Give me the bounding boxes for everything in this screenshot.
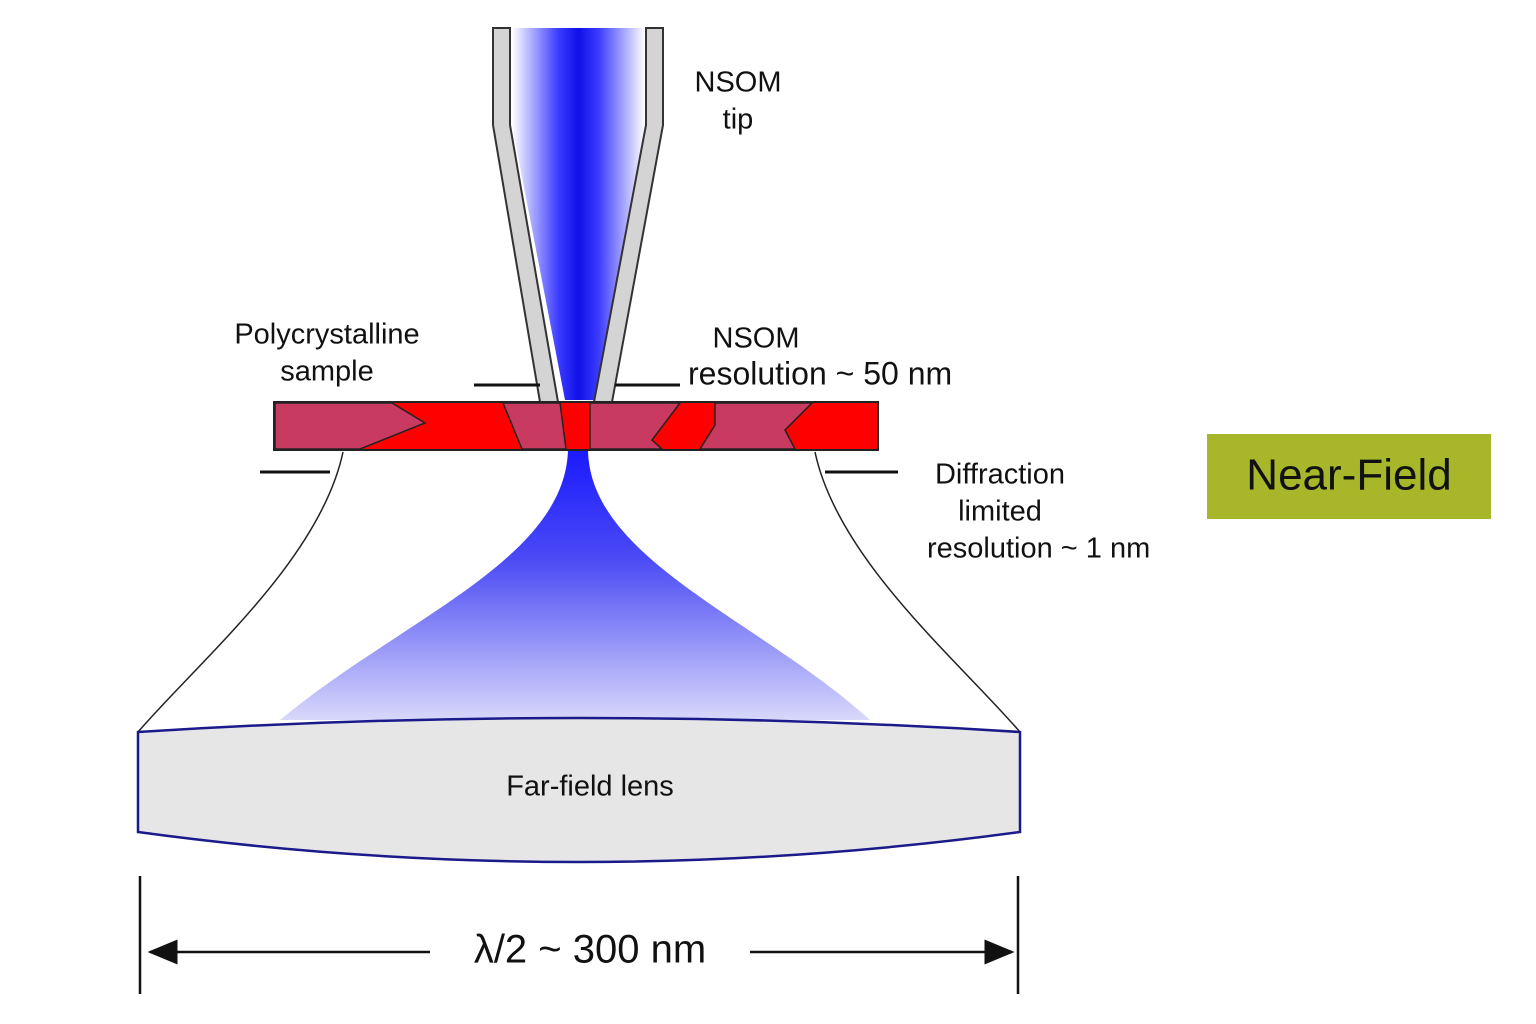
resolution-label: resolution ~ 50 nm (688, 355, 952, 391)
grain (274, 402, 427, 450)
light-cone (280, 450, 870, 720)
dimension-label: λ/2 ~ 300 nm (474, 928, 706, 972)
sample-label: sample (280, 356, 374, 388)
near-field-badge (1207, 434, 1491, 519)
sample-label: Polycrystalline (234, 319, 419, 351)
resolution-label: NSOM (713, 323, 800, 355)
markers (260, 383, 898, 474)
grain (501, 402, 567, 450)
grain (698, 402, 814, 450)
guide-left (137, 451, 344, 733)
near-field-label: Near-Field (1246, 451, 1451, 500)
diffraction-label: limited (958, 496, 1042, 528)
far-field-lens (136, 716, 1022, 864)
tip-label: NSOM (695, 67, 782, 99)
tip-label: tip (723, 104, 754, 136)
diffraction-label: Diffraction (935, 459, 1065, 491)
guide-right (814, 451, 1021, 733)
lens-label: Far-field lens (506, 771, 674, 803)
grain (589, 402, 682, 450)
diffraction-label: resolution ~ 1 nm (927, 533, 1150, 565)
